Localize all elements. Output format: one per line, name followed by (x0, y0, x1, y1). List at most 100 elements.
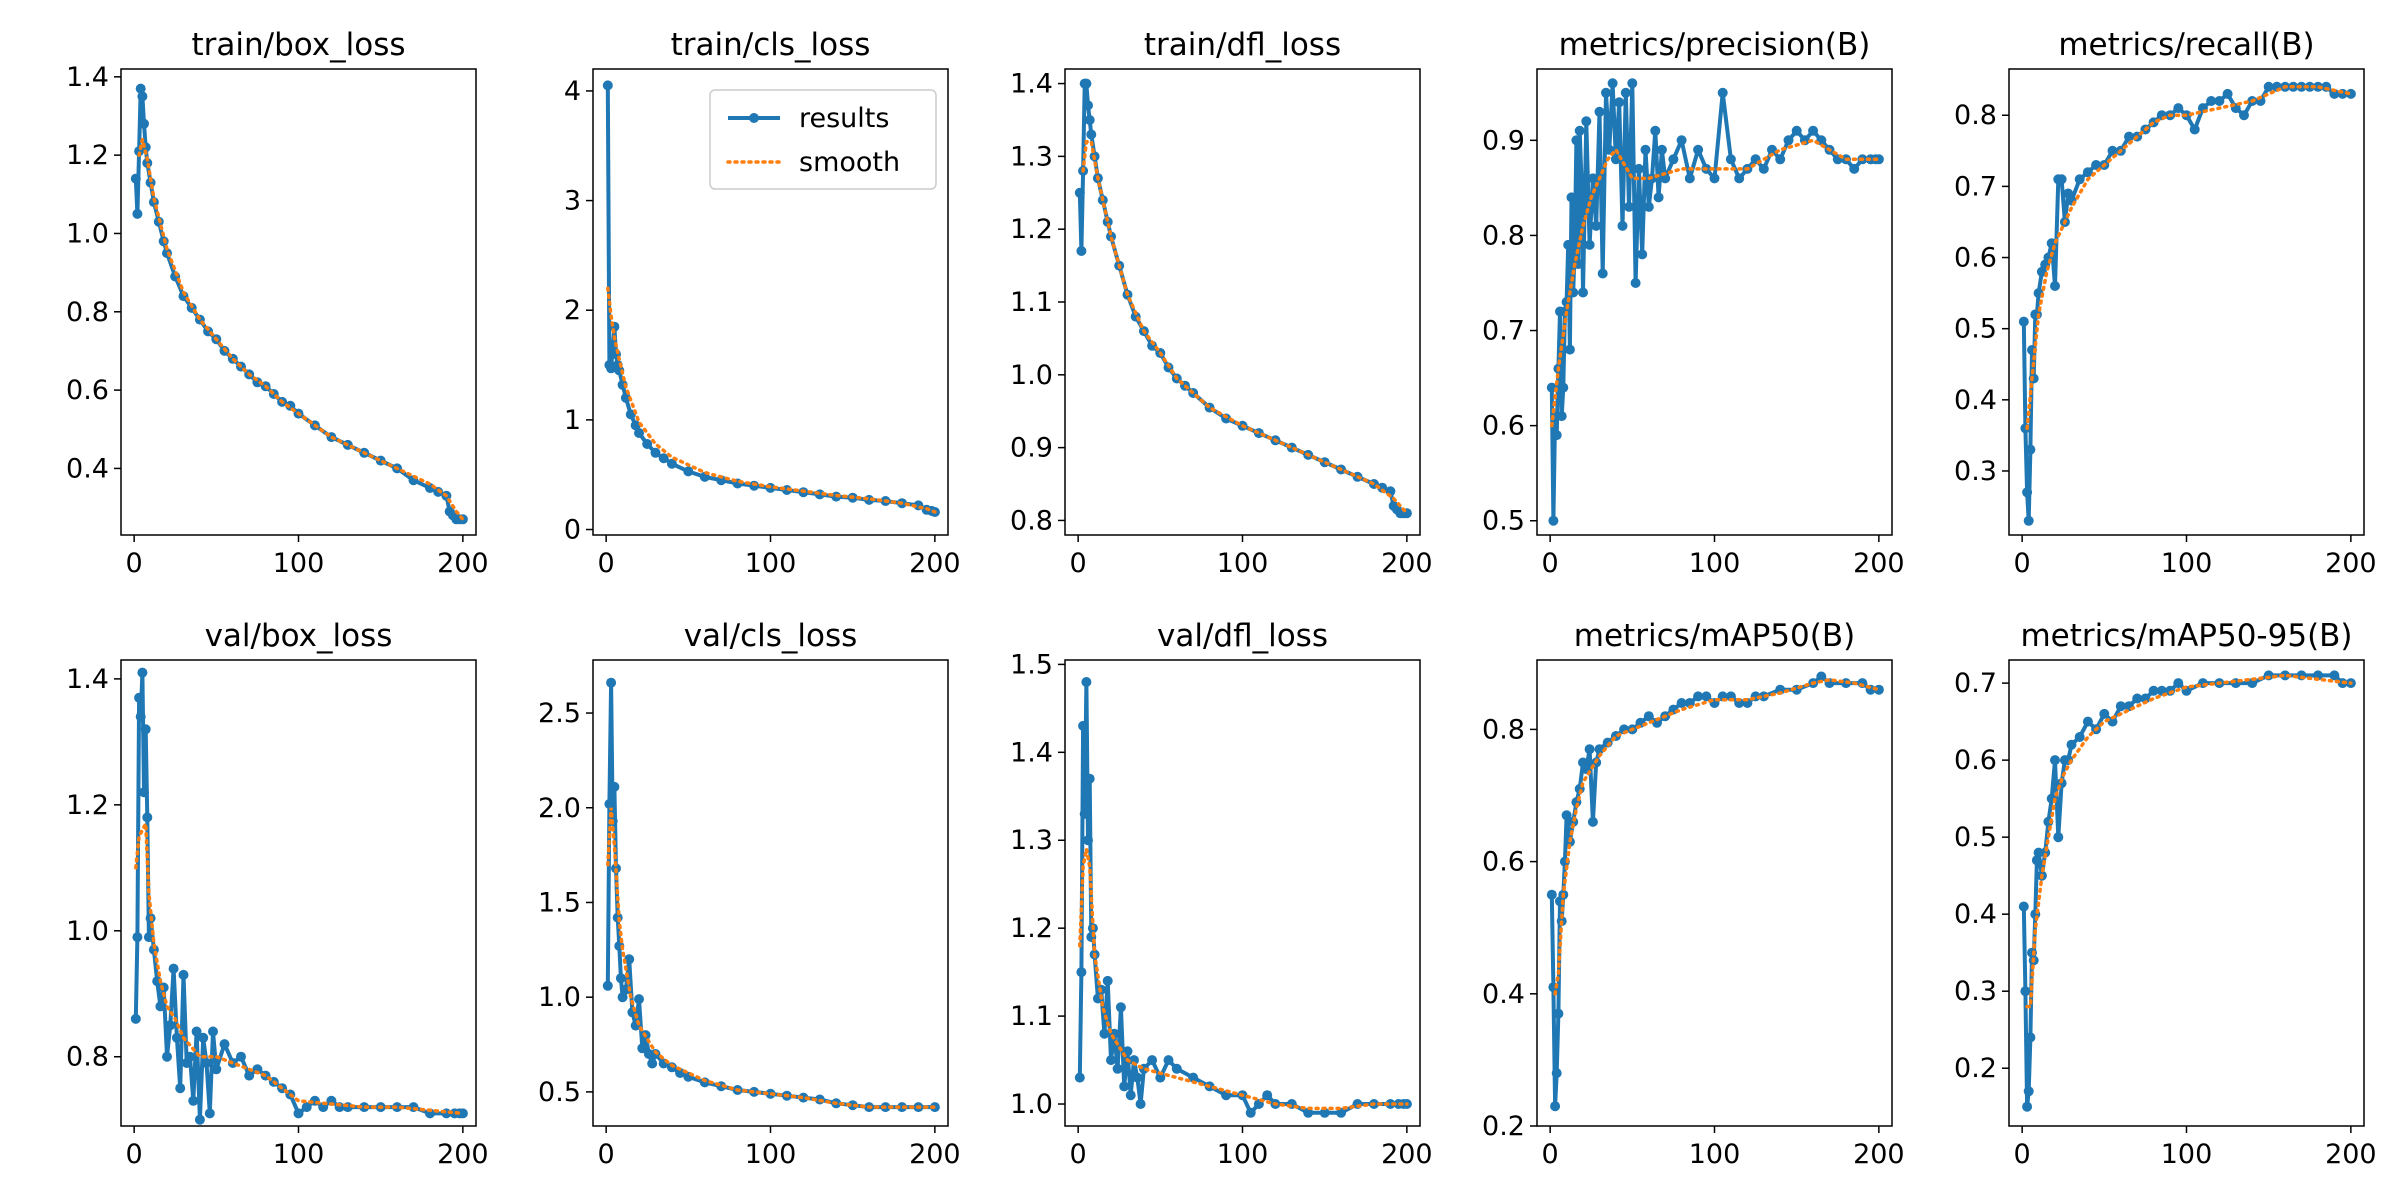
subplot-9: metrics/mAP50(B) 0 100 200 0.2 0.4 0.6 0.8 (1482, 618, 1905, 1170)
x-tick-label: 100 (273, 1139, 325, 1170)
y-tick-label: 1.0 (538, 982, 581, 1013)
results-data-point (1643, 711, 1654, 722)
results-data-point (2099, 708, 2110, 719)
results-data-point (1115, 1002, 1126, 1013)
smooth-series-line (134, 817, 465, 1116)
results-data-point (1571, 135, 1582, 146)
results-data-point (2053, 832, 2064, 843)
results-data-point (1627, 78, 1638, 89)
results-data-point (175, 1083, 186, 1094)
results-data-point (1171, 1063, 1182, 1074)
results-data-point (2206, 96, 2217, 106)
y-tick-label: 0.5 (1482, 506, 1525, 537)
subplot-1: train/box_loss 0 100 200 0.4 0.6 0.8 1.0 1.2 1.4 (66, 27, 489, 579)
results-data-point (1640, 144, 1651, 155)
smooth-series-line (1550, 138, 1881, 428)
results-data-point (1102, 975, 1113, 986)
results-data-point (293, 1108, 304, 1119)
results-data-point (604, 799, 615, 809)
y-tick-label: 1.5 (538, 887, 581, 918)
results-data-point (1546, 889, 1557, 900)
results-data-point (1808, 125, 1819, 136)
y-tick-label: 1.2 (1010, 913, 1053, 944)
x-tick-label: 200 (1853, 1139, 1905, 1170)
axes-frame (120, 659, 477, 1127)
y-tick-label: 1.1 (1010, 1001, 1053, 1032)
results-data-point (2082, 167, 2093, 178)
results-data-point (1119, 1081, 1130, 1092)
results-series-line (1549, 674, 1879, 1109)
results-data-point (2124, 131, 2134, 142)
results-data-point (165, 1020, 176, 1031)
subplot-title: metrics/precision(B) (1559, 27, 1871, 63)
x-tick-label: 100 (745, 548, 797, 579)
y-tick-label: 1.5 (1010, 649, 1053, 680)
results-data-point (2304, 81, 2315, 92)
results-data-point (185, 1051, 195, 1062)
y-tick-label: 0.4 (66, 453, 109, 484)
y-tick-label: 1.2 (66, 140, 109, 171)
subplot-2: train/cls_loss 0 100 200 0 1 2 3 4 (564, 27, 961, 579)
results-data-point (2107, 145, 2118, 156)
y-tick-label: 0.4 (1482, 979, 1525, 1010)
y-tick-label: 0.3 (1954, 456, 1997, 487)
results-data-point (130, 1013, 141, 1024)
results-data-point (1553, 1008, 1564, 1019)
x-tick-label: 0 (598, 1139, 615, 1170)
y-tick-label: 0.2 (1954, 1053, 1997, 1084)
subplot-title: metrics/mAP50(B) (1574, 618, 1855, 654)
subplot-title: train/cls_loss (671, 27, 871, 63)
subplot-3: train/dfl_loss 0 100 200 0.8 0.9 1.0 1.1 1.2 1.3 1… (1010, 27, 1433, 579)
legend-box (709, 89, 937, 190)
results-data-point (130, 173, 141, 184)
results-data-point (1637, 249, 1648, 260)
y-tick-label: 1.4 (1010, 69, 1053, 100)
results-data-point (1336, 1107, 1347, 1118)
y-tick-label: 0.8 (1010, 505, 1053, 536)
results-data-point (2173, 678, 2184, 689)
results-data-point (2189, 124, 2200, 135)
results-data-point (1693, 144, 1704, 155)
axes-frame (592, 659, 949, 1127)
subplot-title: train/dfl_loss (1144, 27, 1341, 63)
results-data-point (137, 667, 148, 678)
results-data-point (1558, 382, 1569, 393)
results-data-point (2025, 444, 2036, 455)
results-data-point (1775, 154, 1786, 165)
results-data-point (142, 812, 153, 823)
x-tick-label: 0 (1070, 548, 1087, 579)
x-tick-label: 0 (126, 1139, 143, 1170)
y-tick-label: 0.8 (1482, 714, 1525, 745)
results-data-point (620, 392, 631, 403)
results-data-point (135, 83, 146, 94)
results-data-point (666, 458, 677, 469)
subplot-title: train/box_loss (191, 27, 405, 63)
results-data-point (634, 994, 644, 1005)
results-data-point (2329, 670, 2340, 681)
y-tick-label: 1.4 (1010, 737, 1053, 768)
x-tick-label: 0 (598, 548, 615, 579)
results-data-point (1129, 1055, 1139, 1066)
y-tick-label: 1.0 (66, 218, 109, 249)
x-tick-label: 200 (437, 548, 489, 579)
results-data-point (1587, 816, 1598, 827)
results-data-point (1601, 87, 1611, 98)
results-data-point (2018, 901, 2029, 912)
results-data-point (2050, 281, 2060, 291)
results-data-point (2066, 739, 2077, 750)
y-tick-label: 0.6 (1482, 411, 1525, 442)
subplot-7: val/cls_loss 0 100 200 0.5 1.0 1.5 2.0 2.5 (538, 618, 961, 1170)
x-tick-label: 200 (2325, 1139, 2377, 1170)
y-tick-label: 1.0 (1010, 360, 1053, 391)
x-tick-label: 0 (1070, 1139, 1087, 1170)
results-data-point (139, 118, 149, 129)
results-data-point (1550, 1101, 1561, 1112)
results-data-point (1767, 144, 1777, 155)
axes-frame (592, 68, 949, 536)
results-data-point (675, 1068, 686, 1078)
y-tick-label: 0.8 (66, 1042, 109, 1073)
y-tick-label: 1.1 (1010, 287, 1053, 318)
x-tick-label: 100 (2161, 1139, 2213, 1170)
results-data-point (658, 453, 669, 464)
results-data-point (1643, 201, 1654, 212)
